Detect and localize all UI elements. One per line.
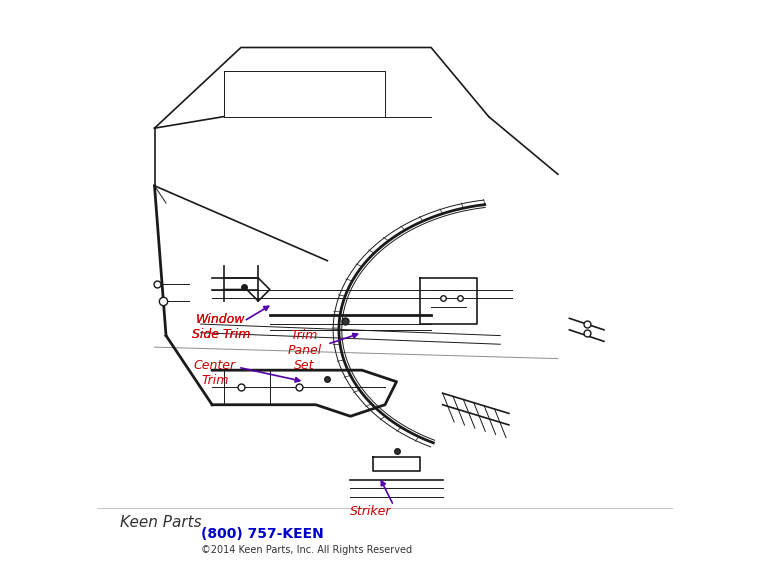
- Text: Center
Trim: Center Trim: [194, 359, 236, 387]
- Text: Window
Side Trim: Window Side Trim: [192, 313, 250, 341]
- Text: Striker: Striker: [350, 505, 391, 518]
- Text: ©2014 Keen Parts, Inc. All Rights Reserved: ©2014 Keen Parts, Inc. All Rights Reserv…: [201, 545, 412, 555]
- Text: (800) 757-KEEN: (800) 757-KEEN: [201, 527, 323, 541]
- Text: Trim
Panel
Set: Trim Panel Set: [287, 328, 321, 372]
- Text: Window
Side Trim: Window Side Trim: [192, 313, 250, 341]
- Text: Keen Parts: Keen Parts: [120, 515, 202, 530]
